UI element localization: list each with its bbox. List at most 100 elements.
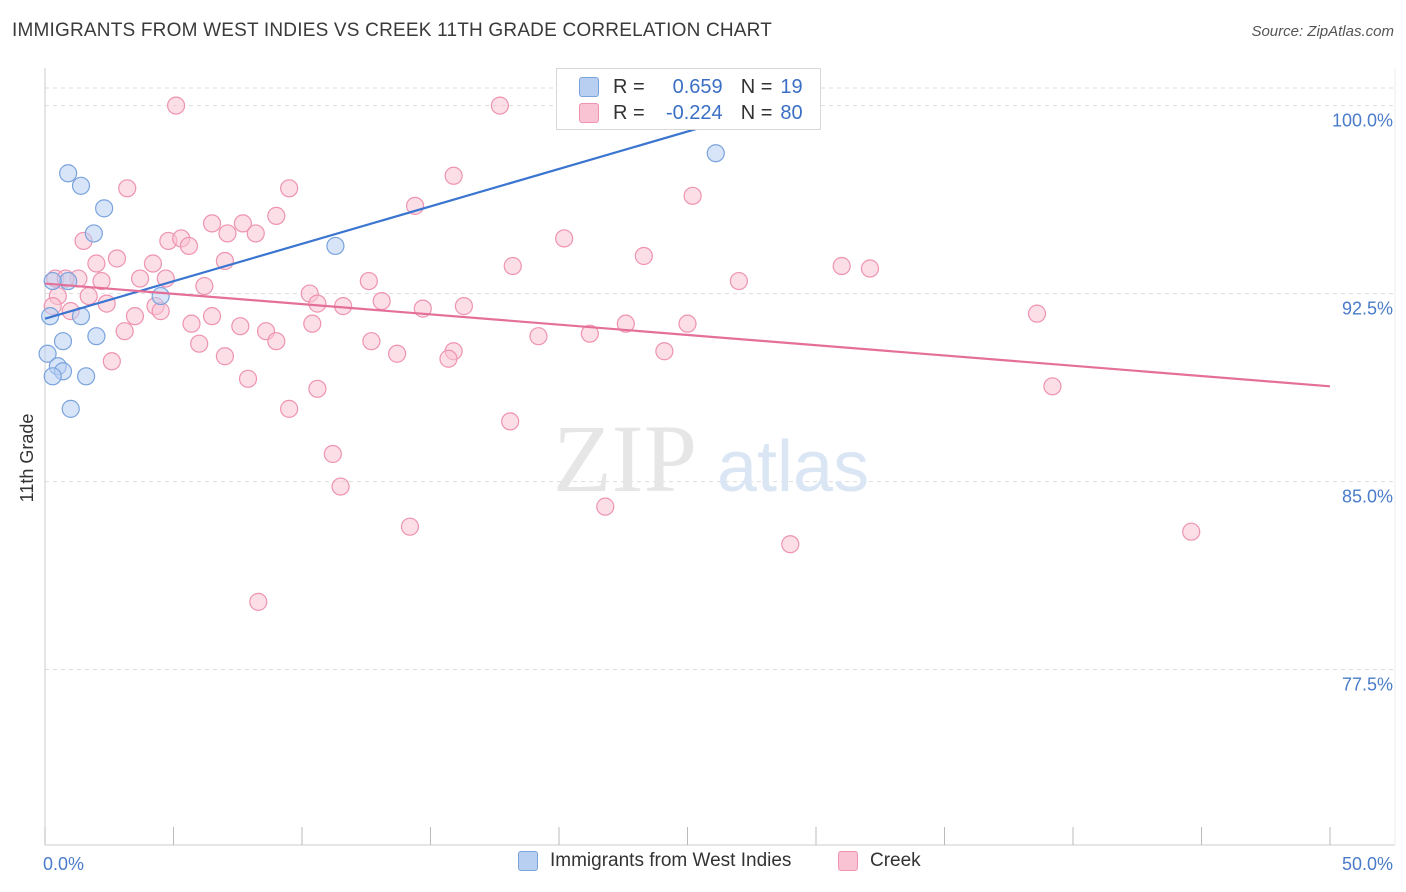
watermark-atlas: atlas [717, 427, 869, 507]
stats-n-label: N = [740, 75, 773, 98]
west-indies-point [59, 164, 78, 183]
stats-swatch-pink [579, 103, 599, 123]
west-indies-point [38, 344, 57, 363]
west-indies-point [43, 367, 62, 386]
creek-point [166, 96, 186, 115]
creek-point [238, 369, 258, 388]
legend-swatch-pink [838, 851, 858, 871]
creek-point [1043, 377, 1062, 396]
creek-point [655, 342, 674, 361]
creek-point [781, 535, 800, 554]
stats-r-value: 0.659 [672, 75, 723, 98]
creek-point [501, 412, 520, 431]
creek-point [683, 186, 702, 205]
creek-point [860, 259, 880, 278]
west-indies-point [706, 144, 725, 163]
stats-n-label: N = [740, 101, 773, 124]
stats-r-value: -0.224 [665, 101, 723, 124]
creek-point [729, 271, 749, 291]
creek-point [233, 214, 252, 233]
creek-point [362, 332, 381, 351]
y-tick-label: 85.0% [1342, 487, 1393, 507]
chart-legend: Immigrants from West Indies Creek [0, 850, 1406, 880]
chart-title: IMMIGRANTS FROM WEST INDIES VS CREEK 11T… [12, 20, 773, 41]
creek-point [231, 317, 250, 336]
stats-n-value: 19 [780, 75, 803, 98]
stats-row-creek: R = -0.224 N = 80 [579, 100, 803, 126]
creek-point [202, 307, 222, 326]
legend-item-west-indies[interactable]: Immigrants from West Indies [518, 850, 791, 872]
creek-point [143, 254, 163, 273]
creek-point [439, 349, 458, 368]
west-indies-point [71, 176, 91, 195]
legend-swatch-blue [518, 851, 538, 871]
y-axis-label: 11th Grade [17, 414, 37, 503]
creek-point [195, 276, 214, 296]
creek-point [1027, 304, 1047, 323]
creek-point [387, 344, 407, 363]
creek-point [444, 166, 463, 185]
creek-point [267, 332, 286, 351]
west-indies-point [77, 367, 96, 386]
west-indies-point [84, 224, 103, 243]
creek-point [190, 334, 209, 353]
west-indies-point [326, 236, 345, 256]
creek-point [303, 314, 322, 333]
west-indies-point [59, 271, 78, 291]
y-tick-label: 92.5% [1342, 299, 1393, 319]
creek-point [218, 224, 237, 243]
creek-point [580, 324, 599, 343]
trend-lines [44, 102, 1331, 388]
creek-points [43, 96, 1201, 611]
creek-point [359, 271, 378, 291]
tick-labels: 77.5% 85.0% 92.5% 100.0% 0.0% 50.0% [43, 111, 1393, 874]
watermark-zip: ZIP [553, 405, 697, 512]
creek-point [400, 517, 420, 536]
stats-row-west-indies: R = 0.659 N = 19 [579, 74, 803, 100]
legend-label: Creek [870, 850, 921, 871]
x-tick-label: 50.0% [1342, 854, 1393, 874]
creek-point [634, 246, 653, 266]
creek-point [246, 224, 265, 243]
axes [44, 68, 1396, 846]
creek-point [87, 254, 106, 273]
creek-point [616, 314, 635, 333]
creek-point [182, 314, 201, 333]
creek-point [832, 256, 851, 276]
creek-point [125, 307, 145, 326]
west-indies-point [151, 286, 170, 306]
creek-point [454, 297, 474, 316]
creek-point [555, 229, 574, 248]
creek-point [280, 179, 299, 198]
creek-point [115, 322, 134, 341]
creek-point [118, 179, 137, 198]
creek-point [678, 314, 697, 333]
creek-point [280, 399, 299, 418]
west-indies-trend-line [44, 102, 786, 320]
creek-point [92, 271, 111, 291]
legend-item-creek[interactable]: Creek [838, 850, 921, 872]
creek-point [130, 269, 150, 288]
creek-point [323, 444, 342, 464]
west-indies-point [87, 327, 106, 346]
creek-point [249, 592, 268, 611]
west-indies-point [53, 332, 73, 351]
creek-point [529, 327, 548, 346]
creek-point [79, 286, 98, 306]
creek-point [97, 294, 116, 313]
legend-label: Immigrants from West Indies [550, 850, 792, 871]
creek-point [202, 214, 222, 233]
creek-point [490, 96, 509, 115]
stats-n-value: 80 [780, 101, 803, 124]
correlation-stats-box: R = 0.659 N = 19 R = -0.224 N = 80 [556, 68, 821, 130]
creek-trend-line [44, 282, 1331, 388]
x-tick-label: 0.0% [43, 854, 84, 874]
stats-r-label: R = [613, 101, 645, 124]
creek-point [179, 236, 199, 256]
y-tick-label: 100.0% [1332, 111, 1393, 131]
creek-point [1182, 522, 1201, 541]
creek-point [215, 347, 234, 366]
creek-point [372, 292, 391, 311]
stats-r-label: R = [613, 75, 645, 98]
